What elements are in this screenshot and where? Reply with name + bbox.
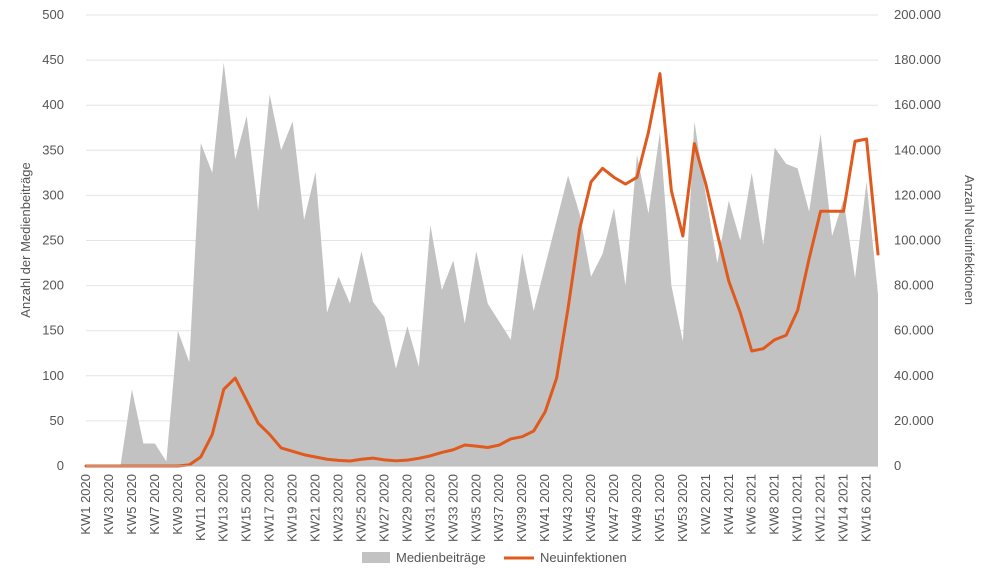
x-tick-label: KW39 2020 — [514, 474, 529, 542]
y-right-tick-label: 140.000 — [894, 142, 941, 157]
y-right-tick-labels: 0 20.000 40.000 60.000 80.000 100.000 120.000 1… — [894, 7, 941, 473]
x-tick-label: KW19 2020 — [285, 474, 300, 542]
y-left-tick-label: 500 — [42, 7, 64, 22]
x-tick-label: KW27 2020 — [376, 474, 391, 542]
x-tick-label: KW1 2020 — [78, 474, 93, 535]
x-tick-label: KW29 2020 — [399, 474, 414, 542]
y-right-tick-label: 40.000 — [894, 368, 934, 383]
x-tick-label: KW47 2020 — [606, 474, 621, 542]
y-left-tick-label: 300 — [42, 187, 64, 202]
x-tick-label: KW41 2020 — [537, 474, 552, 542]
x-tick-label: KW10 2021 — [790, 474, 805, 542]
x-tick-label: KW53 2020 — [675, 474, 690, 542]
y-left-tick-label: 450 — [42, 52, 64, 67]
x-tick-label: KW7 2020 — [147, 474, 162, 535]
x-tick-label: KW21 2020 — [308, 474, 323, 542]
y-right-tick-label: 160.000 — [894, 97, 941, 112]
legend-label-medienbeitraege: Medienbeiträge — [396, 550, 486, 565]
x-tick-label: KW23 2020 — [331, 474, 346, 542]
y-left-axis-title: Anzahl der Medienbeiträge — [18, 162, 33, 317]
y-right-tick-label: 100.000 — [894, 233, 941, 248]
y-left-tick-label: 150 — [42, 323, 64, 338]
y-left-tick-label: 400 — [42, 97, 64, 112]
y-left-tick-labels: 0 50 100 150 200 250 300 350 400 450 500 — [42, 7, 64, 473]
line-series-neuinfektionen — [84, 72, 880, 468]
x-tick-label: KW2 2021 — [698, 474, 713, 535]
y-left-tick-label: 200 — [42, 278, 64, 293]
x-tick-label: KW12 2021 — [813, 474, 828, 542]
x-tick-label: KW51 2020 — [652, 474, 667, 542]
x-tick-label: KW33 2020 — [445, 474, 460, 542]
y-right-tick-label: 120.000 — [894, 187, 941, 202]
x-tick-label: KW49 2020 — [629, 474, 644, 542]
x-tick-label: KW37 2020 — [491, 474, 506, 542]
x-tick-label: KW5 2020 — [124, 474, 139, 535]
area-series-medienbeitraege — [86, 62, 878, 467]
y-left-tick-label: 100 — [42, 368, 64, 383]
legend: Medienbeiträge Neuinfektionen — [362, 550, 627, 565]
y-right-tick-label: 20.000 — [894, 413, 934, 428]
x-tick-label: KW17 2020 — [262, 474, 277, 542]
x-tick-label: KW3 2020 — [101, 474, 116, 535]
x-tick-label: KW13 2020 — [216, 474, 231, 542]
x-tick-label: KW43 2020 — [560, 474, 575, 542]
y-right-tick-label: 0 — [894, 458, 901, 473]
x-tick-label: KW45 2020 — [583, 474, 598, 542]
x-tick-label: KW14 2021 — [836, 474, 851, 542]
x-tick-label: KW9 2020 — [170, 474, 185, 535]
x-tick-label: KW16 2021 — [859, 474, 874, 542]
x-tick-label: KW31 2020 — [422, 474, 437, 542]
x-tick-label: KW4 2021 — [721, 474, 736, 535]
legend-swatch-medienbeitraege — [362, 552, 390, 563]
legend-label-neuinfektionen: Neuinfektionen — [540, 550, 627, 565]
y-right-axis-title: Anzahl Neuinfektionen — [962, 175, 977, 305]
y-right-tick-label: 60.000 — [894, 323, 934, 338]
y-right-tick-label: 180.000 — [894, 52, 941, 67]
x-tick-label: KW11 2020 — [193, 474, 208, 541]
x-tick-labels: KW1 2020 KW3 2020 KW5 2020 KW7 2020 KW9 2020… — [78, 474, 874, 542]
x-tick-label: KW6 2021 — [744, 474, 759, 535]
x-tick-label: KW8 2021 — [767, 474, 782, 535]
x-tick-label: KW15 2020 — [239, 474, 254, 542]
y-left-tick-label: 50 — [50, 413, 64, 428]
y-left-tick-label: 0 — [57, 458, 64, 473]
x-tick-label: KW25 2020 — [353, 474, 368, 542]
y-left-tick-label: 350 — [42, 142, 64, 157]
y-right-tick-label: 200.000 — [894, 7, 941, 22]
x-tick-label: KW35 2020 — [468, 474, 483, 542]
y-right-tick-label: 80.000 — [894, 278, 934, 293]
y-left-tick-label: 250 — [42, 233, 64, 248]
